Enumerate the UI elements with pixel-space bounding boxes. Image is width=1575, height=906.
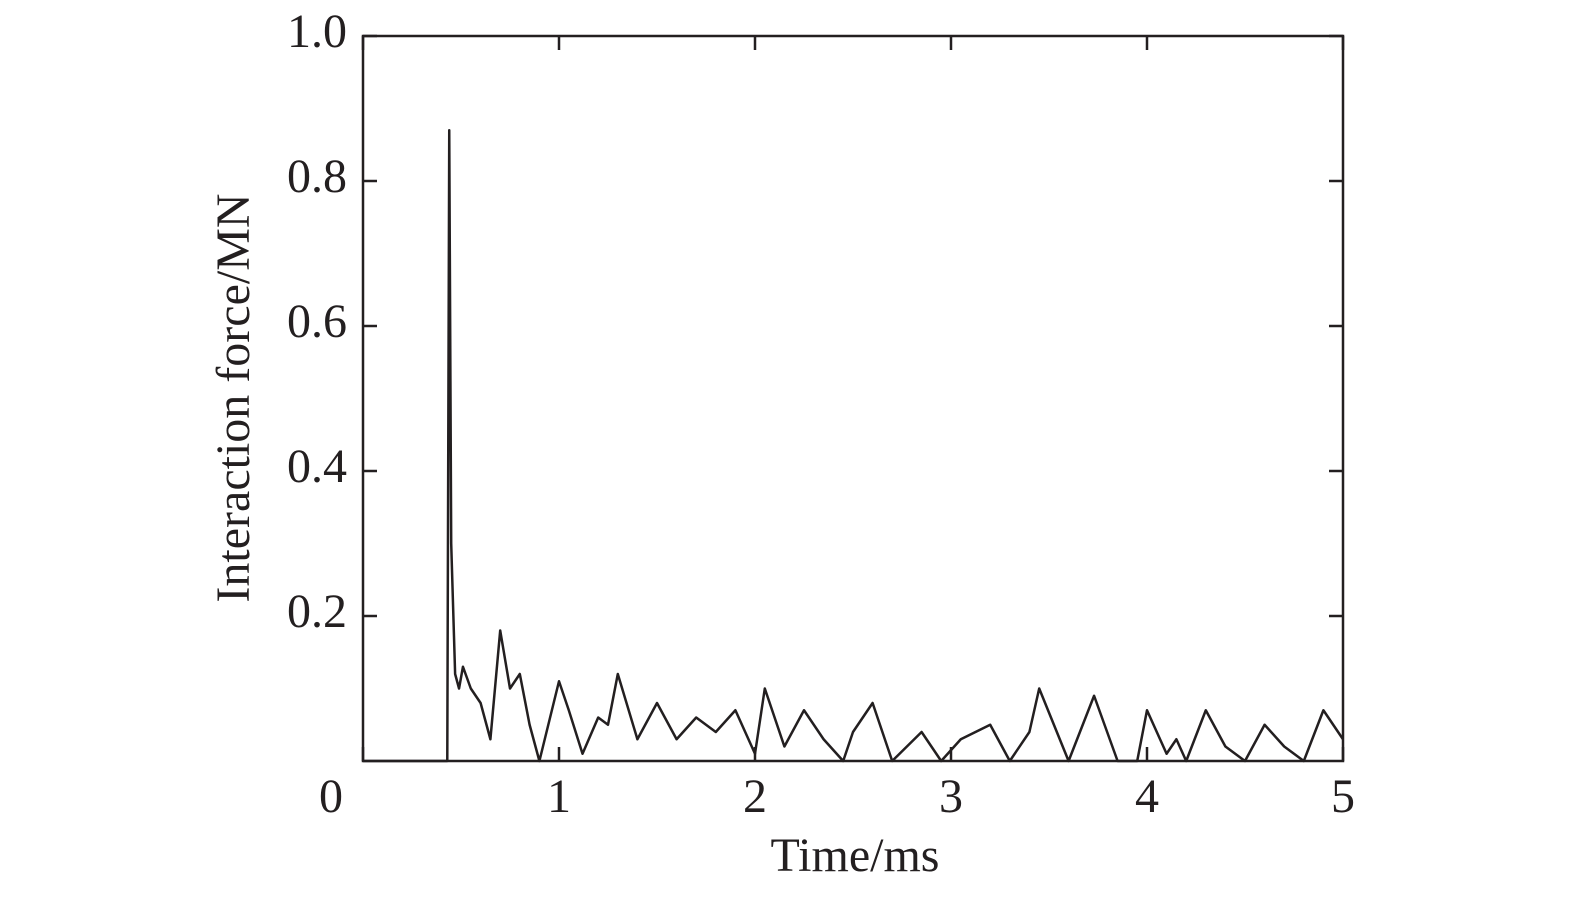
data-line bbox=[363, 129, 1345, 763]
x-axis-label: Time/ms bbox=[771, 829, 940, 882]
y-tick-label: 1.0 bbox=[287, 5, 347, 58]
y-axis-label: Interaction force/MN bbox=[207, 193, 260, 602]
y-tick-label: 0.8 bbox=[287, 150, 347, 203]
y-tick-label: 0.4 bbox=[287, 440, 347, 493]
x-tick-label: 5 bbox=[1331, 770, 1355, 823]
x-tick-label: 2 bbox=[743, 770, 767, 823]
y-tick-label: 0.2 bbox=[287, 585, 347, 638]
x-tick-label: 1 bbox=[547, 770, 571, 823]
x-tick-label: 4 bbox=[1135, 770, 1159, 823]
x-tick-label: 0 bbox=[319, 770, 343, 823]
x-tick-label: 3 bbox=[939, 770, 963, 823]
plot-frame bbox=[361, 34, 1345, 763]
y-tick-label: 0.6 bbox=[287, 295, 347, 348]
